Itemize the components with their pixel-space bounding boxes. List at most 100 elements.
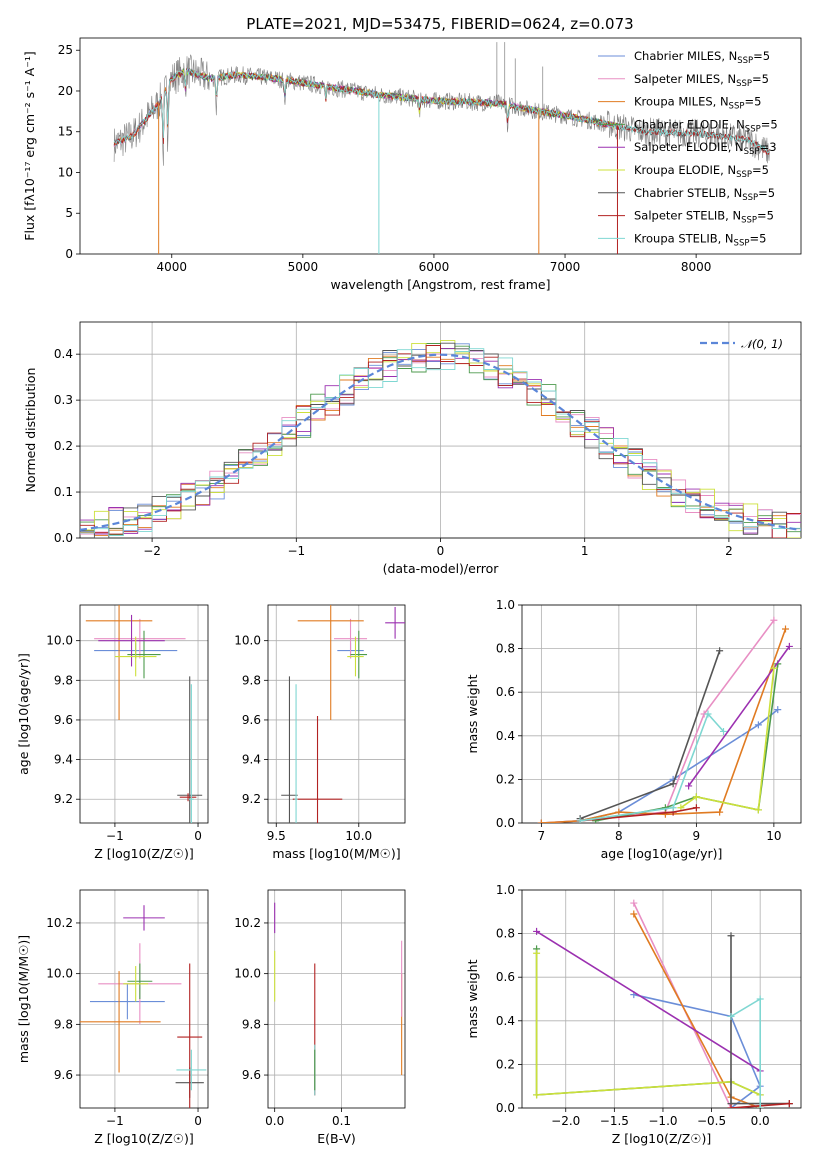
y-tick-label: 0.6 xyxy=(496,685,515,699)
legend-label: 𝒩(0, 1) xyxy=(741,337,783,351)
x-tick-label: 6000 xyxy=(419,260,450,274)
y-tick-label: 0.4 xyxy=(496,1014,515,1028)
y-tick-label: 1.0 xyxy=(496,883,515,897)
x-axis-label: Z [log10(Z/Z☉)] xyxy=(94,1131,194,1146)
axes-frame xyxy=(267,604,406,824)
plot-area-mass_vs_ebv xyxy=(274,902,403,1096)
legend-nssp: =3 xyxy=(760,140,777,154)
legend-subscript: SSP xyxy=(742,193,758,203)
legend-nssp: =5 xyxy=(752,72,769,86)
series-marker xyxy=(661,810,669,818)
series-marker xyxy=(704,710,712,718)
series-marker xyxy=(754,721,762,729)
y-tick-label: 10.0 xyxy=(46,634,73,648)
series-marker xyxy=(716,647,724,655)
legend-nssp: =5 xyxy=(744,95,761,109)
legend-label: Salpeter MILES, NSSP=5 xyxy=(634,72,769,89)
series-marker xyxy=(537,819,545,823)
y-tick-label: 10.2 xyxy=(46,916,73,930)
series-marker xyxy=(692,793,700,801)
legend-subscript: SSP xyxy=(734,238,750,248)
y-tick-label: 5 xyxy=(65,206,73,220)
model-spectrum-kroupa-miles xyxy=(113,68,618,145)
legend-label: Kroupa ELODIE, NSSP=5 xyxy=(634,163,769,180)
x-tick-label: 0.1 xyxy=(332,1114,351,1128)
x-tick-label: −0.5 xyxy=(697,1114,726,1128)
plot-area-mass_vs_Z xyxy=(80,905,207,1108)
series-marker xyxy=(630,899,638,907)
y-axis-label: Normed distribution xyxy=(23,368,38,493)
series-marker xyxy=(669,804,677,812)
plot-area-age_vs_Z xyxy=(85,605,203,823)
series-line xyxy=(541,628,787,823)
series-line xyxy=(730,997,762,1108)
y-tick-label: 0.2 xyxy=(496,1057,515,1071)
y-tick-label: 0.6 xyxy=(496,970,515,984)
plot-area-spectrum xyxy=(113,42,770,254)
x-axis-label: mass [log10(M/M☉)] xyxy=(272,846,400,861)
histogram-chabrier-stelib xyxy=(80,342,801,538)
series-line xyxy=(579,712,725,822)
y-tick-label: 9.2 xyxy=(54,792,73,806)
y-axis-label: mass [log10(M/M☉)] xyxy=(16,935,31,1063)
series-marker xyxy=(533,949,541,957)
axes-frame xyxy=(521,889,802,1109)
x-tick-label: −1 xyxy=(106,829,124,843)
plot-area-residuals xyxy=(80,340,801,538)
axes-spectrum: 4000 5000 6000 7000 8000 0 5 10 15 20 25 wavelength… xyxy=(22,37,802,292)
y-tick-label: 1.0 xyxy=(496,598,515,612)
legend-label: Salpeter ELODIE, NSSP=3 xyxy=(634,140,777,157)
x-axis-label: (data-model)/error xyxy=(383,561,500,576)
series-line xyxy=(535,953,761,1096)
x-tick-label: −1.0 xyxy=(648,1114,677,1128)
axes-mw_vs_Z: −2.0 −1.5 −1.0 −0.5 0.0 0.0 0.2 0.4 0.6 0.8 1.0 Z [… xyxy=(465,883,802,1146)
series-marker xyxy=(785,642,793,650)
series-marker xyxy=(727,1104,735,1108)
axes-layer: 4000 5000 6000 7000 80000510152025wavelength… xyxy=(16,37,802,1146)
x-tick-label: 4000 xyxy=(156,260,187,274)
series-marker xyxy=(754,806,762,814)
x-tick-label: 8000 xyxy=(681,260,712,274)
series-marker xyxy=(727,932,735,940)
x-tick-label: 10 xyxy=(766,829,781,843)
series-marker xyxy=(630,910,638,918)
y-tick-label: 0.4 xyxy=(496,729,515,743)
legend-label: Chabrier STELIB, NSSP=5 xyxy=(634,186,775,203)
y-tick-label: 15 xyxy=(58,125,73,139)
series-marker xyxy=(774,706,782,714)
axes-frame xyxy=(79,889,209,1109)
histogram-kroupa-stelib xyxy=(80,348,801,536)
y-tick-label: 0.0 xyxy=(54,531,73,545)
series-marker xyxy=(720,727,727,735)
series-marker xyxy=(770,616,778,624)
x-tick-label: 7 xyxy=(538,829,546,843)
x-tick-label: −2 xyxy=(143,544,161,558)
axes-frame xyxy=(79,37,802,255)
series-marker xyxy=(756,995,764,1003)
legend-nssp: =5 xyxy=(752,163,769,177)
y-tick-label: 9.4 xyxy=(54,753,73,767)
x-tick-label: 1 xyxy=(581,544,589,558)
model-spectrum-salpeter-miles xyxy=(113,67,618,148)
series-line xyxy=(633,993,762,1108)
axes-mass_vs_Z: −1 0 9.6 9.8 10.0 10.2 Z [log10(Z/Z☉)] mass [lo… xyxy=(16,889,209,1146)
series-marker xyxy=(615,808,623,816)
y-tick-label: 10.0 xyxy=(234,634,261,648)
y-tick-label: 0.2 xyxy=(496,772,515,786)
data-spectrum-line xyxy=(113,54,770,166)
legend-nssp: =5 xyxy=(758,186,775,200)
legend-nssp: =5 xyxy=(749,231,766,245)
series-marker xyxy=(770,664,778,672)
plot-area-age_vs_mass xyxy=(281,605,405,823)
model-spectrum-chabrier-miles xyxy=(113,68,618,146)
legend-label: Chabrier MILES, NSSP=5 xyxy=(634,49,770,66)
legend-nssp: =5 xyxy=(761,117,778,131)
series-marker xyxy=(533,1091,541,1099)
legend-label: Kroupa MILES, NSSP=5 xyxy=(634,95,761,112)
y-tick-label: 9.6 xyxy=(242,1068,261,1082)
series-marker xyxy=(756,1104,764,1108)
y-axis-label: mass weight xyxy=(465,959,480,1038)
x-tick-label: −1 xyxy=(106,1114,124,1128)
y-tick-label: 0.4 xyxy=(54,347,73,361)
